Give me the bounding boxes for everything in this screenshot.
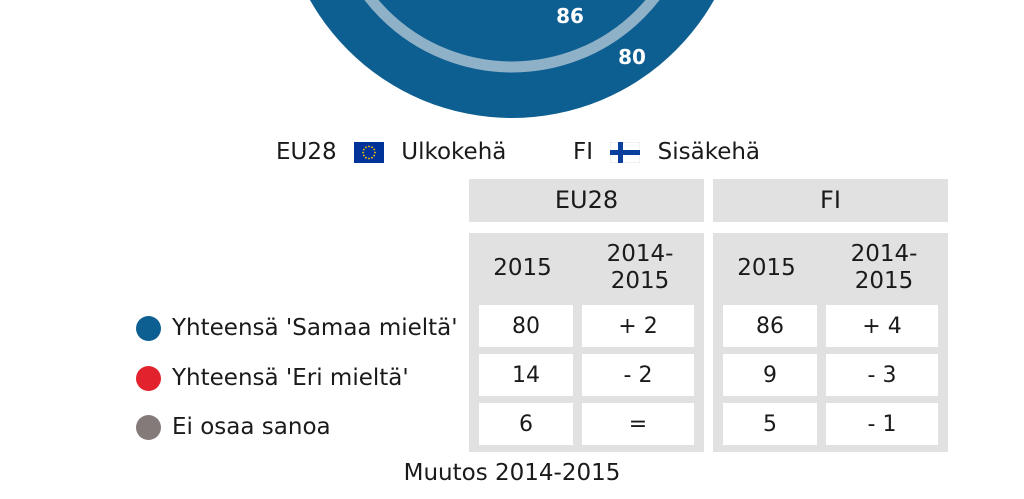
eu-flag-icon — [353, 137, 384, 167]
cell-eu-change-agree: + 2 — [582, 305, 694, 347]
outer-ring-eu28 — [309, 0, 715, 118]
subheader-eu28-change-line2: 2015 — [610, 268, 670, 294]
cell-eu-2015-agree: 80 — [479, 305, 573, 347]
subheader-fi-change-line1: 2014- — [850, 241, 918, 267]
cell-fi-2015-agree: 86 — [723, 305, 817, 347]
table-header-eu28: EU28 — [469, 179, 704, 222]
finland-flag-icon — [610, 137, 641, 167]
agree-dot-icon — [136, 315, 161, 341]
subheader-fi-year: 2015 — [737, 254, 796, 281]
inner-ring-fi — [364, 0, 660, 73]
outer-ring-value-label: 80 — [618, 45, 646, 69]
subheader-eu28-change: 2014- 2015 — [582, 240, 698, 296]
dont-know-dot-icon — [136, 414, 161, 440]
legend-fi-name: FI — [573, 138, 594, 165]
subheader-eu28-change-line1: 2014- — [606, 241, 674, 267]
legend-eu28-ring: Ulkokehä — [401, 138, 507, 165]
subheader-eu28-year: 2015 — [493, 254, 552, 281]
donut-chart: 86 80 — [309, 0, 715, 118]
cell-fi-change-disagree: - 3 — [826, 354, 938, 396]
cell-eu-2015-disagree: 14 — [479, 354, 573, 396]
subheader-fi-change: 2014- 2015 — [826, 240, 942, 296]
inner-ring-value-label: 86 — [556, 4, 584, 28]
cell-eu-change-disagree: - 2 — [582, 354, 694, 396]
row-label-agree: Yhteensä 'Samaa mieltä' — [136, 313, 458, 343]
legend-fi-ring: Sisäkehä — [657, 138, 761, 165]
legend-eu28: EU28 Ulkokehä — [276, 136, 506, 166]
disagree-dot-icon — [136, 365, 161, 391]
row-label-agree-text: Yhteensä 'Samaa mieltä' — [172, 315, 458, 341]
cell-fi-2015-dont-know: 5 — [723, 403, 817, 445]
row-label-dont-know-text: Ei osaa sanoa — [172, 414, 331, 440]
row-label-dont-know: Ei osaa sanoa — [136, 412, 331, 442]
footer-caption: Muutos 2014-2015 — [403, 460, 621, 486]
legend-fi: FI Sisäkehä — [573, 136, 760, 166]
row-label-disagree-text: Yhteensä 'Eri mieltä' — [172, 365, 409, 391]
subheader-fi-change-line2: 2015 — [854, 268, 914, 294]
legend-eu28-name: EU28 — [276, 138, 337, 165]
cell-eu-change-dont-know: = — [582, 403, 694, 445]
table-header-fi: FI — [713, 179, 948, 222]
cell-fi-change-agree: + 4 — [826, 305, 938, 347]
cell-fi-2015-disagree: 9 — [723, 354, 817, 396]
cell-fi-change-dont-know: - 1 — [826, 403, 938, 445]
row-label-disagree: Yhteensä 'Eri mieltä' — [136, 363, 409, 393]
cell-eu-2015-dont-know: 6 — [479, 403, 573, 445]
